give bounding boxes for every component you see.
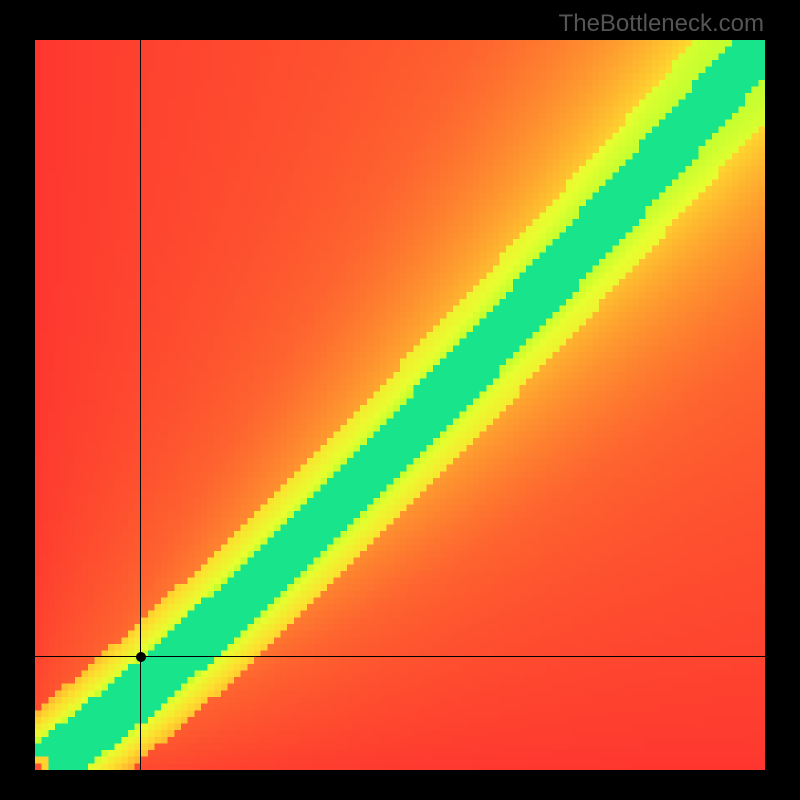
- data-point-marker: [136, 652, 146, 662]
- watermark-text: TheBottleneck.com: [559, 10, 764, 38]
- chart-container: TheBottleneck.com: [0, 0, 800, 800]
